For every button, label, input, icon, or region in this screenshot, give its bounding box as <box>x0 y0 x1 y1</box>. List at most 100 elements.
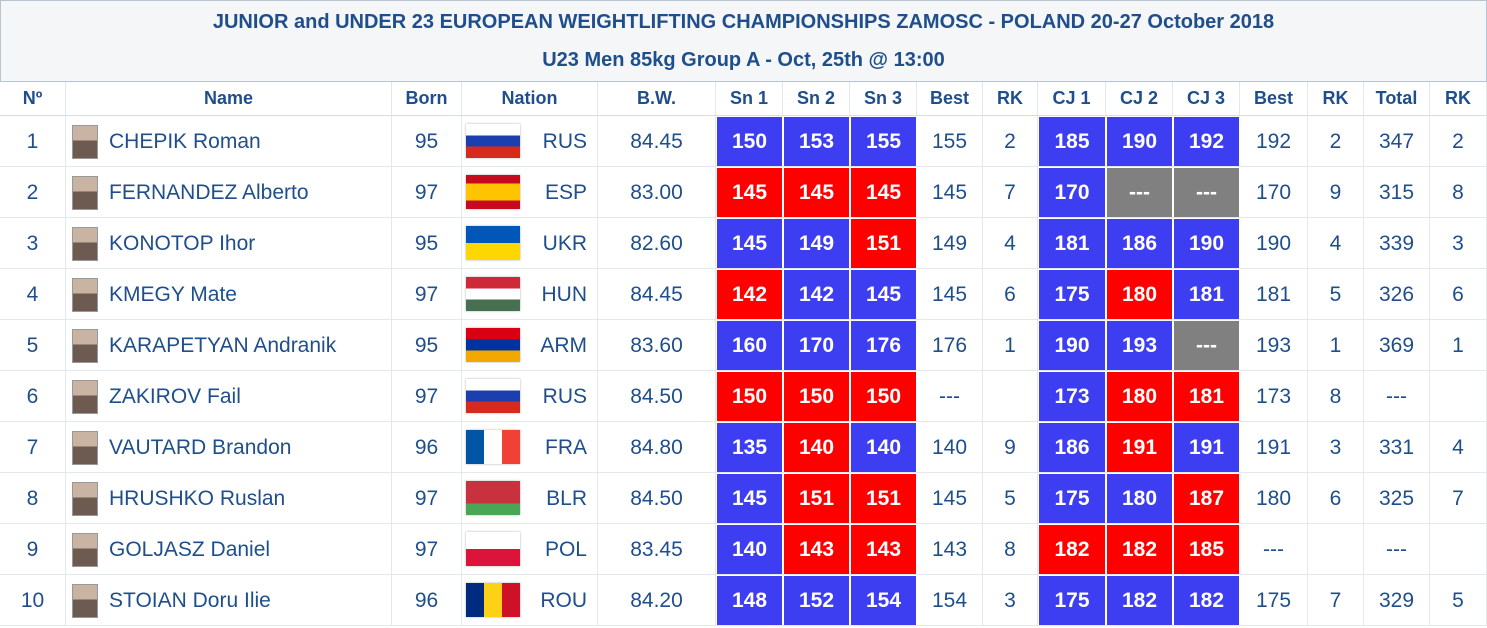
table-cell: 83.45 <box>598 524 716 575</box>
attempt-cell: 143 <box>783 524 850 575</box>
table-cell: 7 <box>0 422 66 473</box>
table-cell: 145 <box>917 167 983 218</box>
column-header: B.W. <box>598 82 716 116</box>
table-cell: 7 <box>1430 473 1487 524</box>
table-cell: 3 <box>983 575 1038 626</box>
nation-code: UKR <box>462 218 598 269</box>
table-cell: 84.45 <box>598 116 716 167</box>
table-cell: 192 <box>1240 116 1308 167</box>
table-cell: 149 <box>917 218 983 269</box>
row-divider <box>0 523 1487 524</box>
table-cell: 8 <box>1430 167 1487 218</box>
row-divider <box>0 268 1487 269</box>
table-cell: 339 <box>1364 218 1430 269</box>
table-cell: 347 <box>1364 116 1430 167</box>
athlete-name: HRUSHKO Ruslan <box>66 473 392 524</box>
attempt-cell: 190 <box>1038 320 1106 371</box>
column-header: RK <box>983 82 1038 116</box>
attempt-cell: 187 <box>1173 473 1240 524</box>
table-cell: 97 <box>392 524 462 575</box>
table-cell: 95 <box>392 320 462 371</box>
table-cell: 154 <box>917 575 983 626</box>
attempt-cell: 152 <box>783 575 850 626</box>
table-cell: 5 <box>1430 575 1487 626</box>
attempt-cell: 182 <box>1173 575 1240 626</box>
table-cell: 9 <box>0 524 66 575</box>
row-divider <box>0 472 1487 473</box>
table-cell: 3 <box>1430 218 1487 269</box>
column-header: Born <box>392 82 462 116</box>
attempt-cell: 193 <box>1106 320 1173 371</box>
table-cell: 9 <box>1308 167 1364 218</box>
table-cell: 84.20 <box>598 575 716 626</box>
attempt-cell: 191 <box>1173 422 1240 473</box>
row-divider <box>0 625 1487 626</box>
table-cell: 83.00 <box>598 167 716 218</box>
attempt-cell: 142 <box>783 269 850 320</box>
table-cell: 1 <box>0 116 66 167</box>
table-cell: 3 <box>0 218 66 269</box>
flag <box>466 481 520 515</box>
attempt-cell: 180 <box>1106 269 1173 320</box>
attempt-cell: 191 <box>1106 422 1173 473</box>
table-cell: 6 <box>983 269 1038 320</box>
athlete-photo <box>72 227 98 261</box>
table-cell: 4 <box>983 218 1038 269</box>
table-cell: 10 <box>0 575 66 626</box>
table-cell: 7 <box>983 167 1038 218</box>
row-divider <box>0 574 1487 575</box>
column-header: Best <box>917 82 983 116</box>
table-cell: 96 <box>392 575 462 626</box>
athlete-photo <box>72 329 98 363</box>
attempt-cell: 181 <box>1173 371 1240 422</box>
column-header: RK <box>1430 82 1487 116</box>
attempt-cell: 140 <box>716 524 783 575</box>
table-cell: 95 <box>392 218 462 269</box>
table-cell: 190 <box>1240 218 1308 269</box>
table-cell: 369 <box>1364 320 1430 371</box>
table-cell: 8 <box>0 473 66 524</box>
attempt-cell: 150 <box>716 371 783 422</box>
athlete-photo <box>72 125 98 159</box>
nation-code: FRA <box>462 422 598 473</box>
table-cell: 329 <box>1364 575 1430 626</box>
attempt-cell: 182 <box>1038 524 1106 575</box>
athlete-photo <box>72 533 98 567</box>
column-header: Total <box>1364 82 1430 116</box>
table-cell: 97 <box>392 371 462 422</box>
attempt-cell: 175 <box>1038 473 1106 524</box>
athlete-photo <box>72 482 98 516</box>
attempt-cell: 148 <box>716 575 783 626</box>
header: JUNIOR and UNDER 23 EUROPEAN WEIGHTLIFTI… <box>0 0 1487 82</box>
attempt-cell: 149 <box>783 218 850 269</box>
athlete-photo <box>72 380 98 414</box>
nation-code: BLR <box>462 473 598 524</box>
athlete-name: KONOTOP Ihor <box>66 218 392 269</box>
athlete-name: FERNANDEZ Alberto <box>66 167 392 218</box>
column-header: Sn 2 <box>783 82 850 116</box>
table-cell: 84.80 <box>598 422 716 473</box>
table-cell: 173 <box>1240 371 1308 422</box>
flag <box>466 583 520 617</box>
table-cell: 193 <box>1240 320 1308 371</box>
attempt-cell: 180 <box>1106 371 1173 422</box>
attempt-cell: 186 <box>1106 218 1173 269</box>
nation-code: RUS <box>462 116 598 167</box>
nation-code: ARM <box>462 320 598 371</box>
table-cell: 145 <box>917 473 983 524</box>
table-cell: 4 <box>0 269 66 320</box>
column-header: Nation <box>462 82 598 116</box>
column-header: Best <box>1240 82 1308 116</box>
table-cell <box>1430 524 1487 575</box>
athlete-photo <box>72 278 98 312</box>
table-cell: 1 <box>1430 320 1487 371</box>
flag <box>466 328 520 362</box>
table-cell: 84.50 <box>598 371 716 422</box>
attempt-cell: --- <box>1106 167 1173 218</box>
table-cell: 4 <box>1430 422 1487 473</box>
table-cell: 181 <box>1240 269 1308 320</box>
table-cell: 176 <box>917 320 983 371</box>
table-cell: 96 <box>392 422 462 473</box>
table-cell: 5 <box>1308 269 1364 320</box>
table-cell: 2 <box>983 116 1038 167</box>
